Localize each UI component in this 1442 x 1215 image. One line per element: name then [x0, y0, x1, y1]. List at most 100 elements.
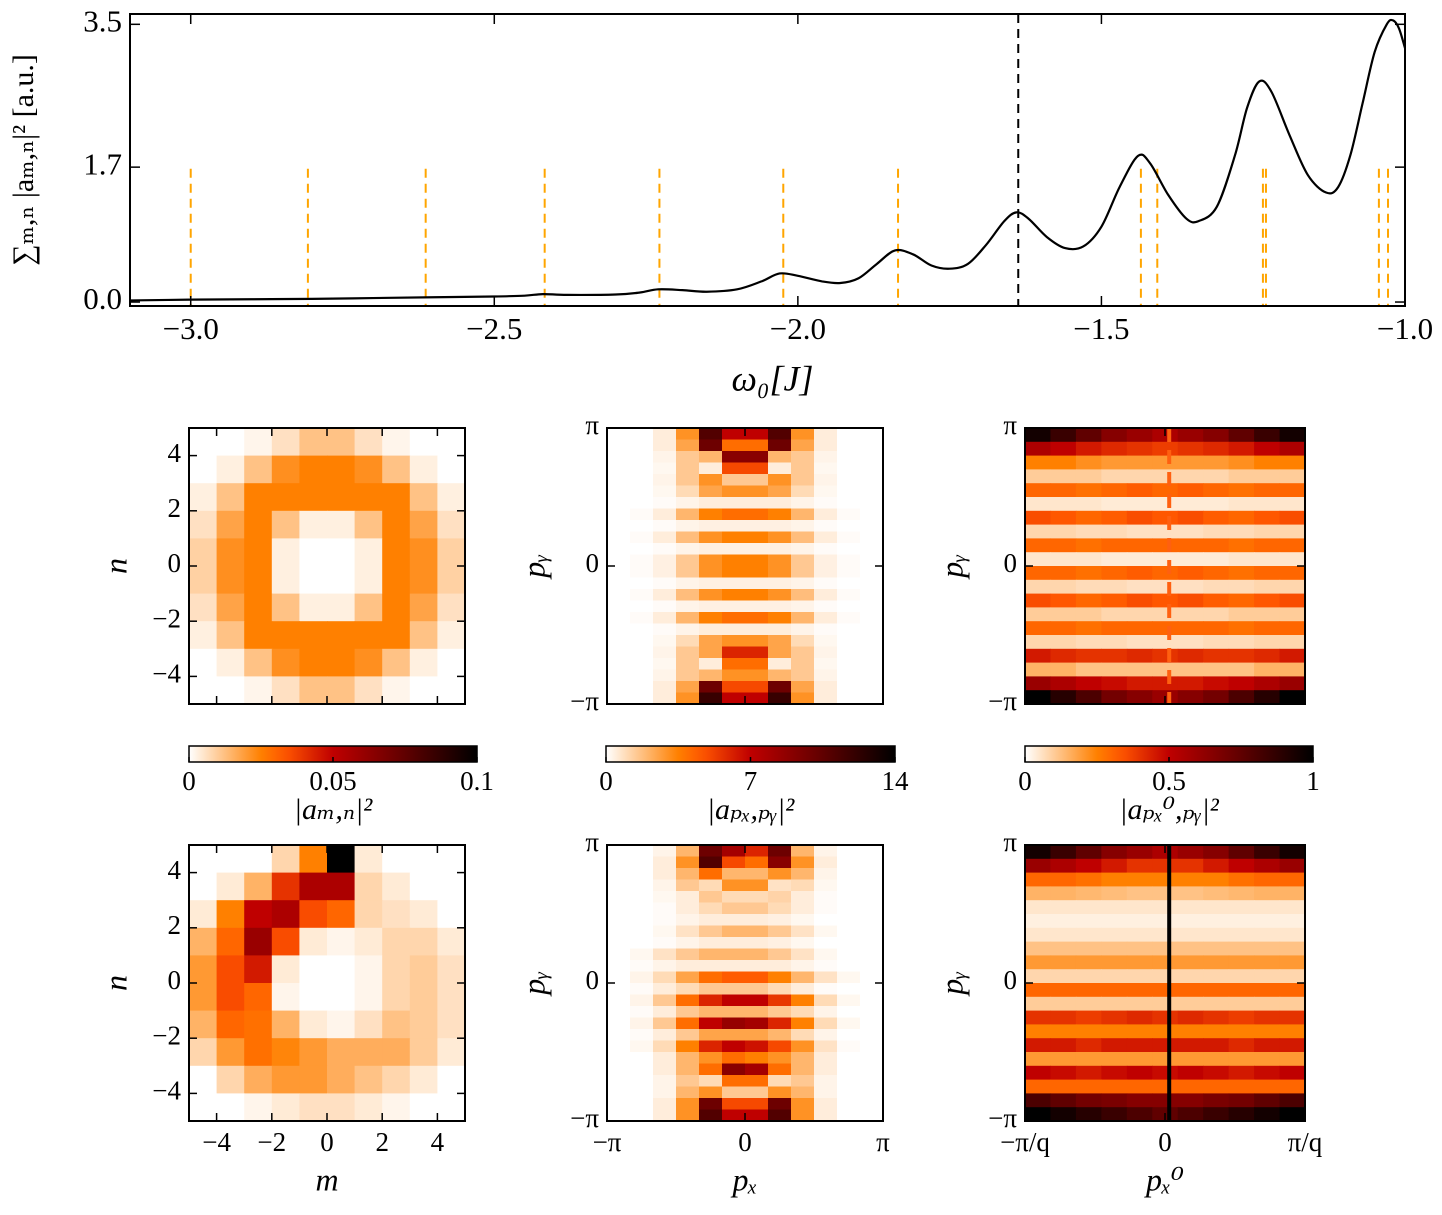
heatmap-cell [837, 485, 861, 498]
heatmap-cell [299, 845, 328, 874]
heatmap-cell [1279, 455, 1306, 470]
heatmap-cell [676, 891, 700, 904]
heatmap-cell [1075, 983, 1102, 998]
heatmap-cell [722, 566, 746, 579]
heatmap-cell [382, 1038, 411, 1067]
heatmap-cell [1254, 497, 1281, 512]
heatmap-cell [1075, 969, 1102, 984]
heatmap-cell [607, 994, 631, 1007]
heatmap-cell [837, 681, 861, 694]
heatmap-cell [1254, 676, 1281, 691]
heatmap-cell [722, 856, 746, 869]
heatmap-cell [814, 462, 838, 475]
heatmap-cell [837, 1040, 861, 1053]
heatmap-cell [791, 554, 815, 567]
heatmap-cell [354, 872, 383, 901]
heatmap-cell [1050, 1093, 1077, 1108]
heatmap-cell [1075, 1010, 1102, 1025]
heatmap-cell [860, 1017, 884, 1030]
x-tick-label: π/q [1288, 1127, 1323, 1157]
heatmap-cell [814, 577, 838, 590]
heatmap-cell [189, 455, 218, 484]
colorbar-tick-label: 0.5 [1152, 766, 1186, 796]
heatmap-cell [860, 520, 884, 533]
heatmap-cell [630, 531, 654, 544]
heatmap-cell [1254, 579, 1281, 595]
heatmap-cell [722, 983, 746, 996]
heatmap-cell [189, 845, 218, 874]
heatmap-cell [354, 955, 383, 984]
heatmap-cell [354, 1010, 383, 1039]
heatmap-cell [1228, 1024, 1255, 1039]
heatmap-cell [768, 937, 792, 950]
heatmap-cell [1025, 676, 1052, 691]
heatmap-cell [676, 462, 700, 475]
heatmap-cell [216, 900, 245, 929]
heatmap-cell [1254, 469, 1281, 484]
heatmap-cell [630, 925, 654, 938]
heatmap-cell [791, 531, 815, 544]
heatmap-cell [1177, 927, 1204, 943]
heatmap-cell [1279, 662, 1306, 677]
heatmap-cell [1050, 1052, 1077, 1067]
heatmap-cell [1228, 483, 1255, 498]
heatmap-cell [653, 428, 677, 441]
heatmap-cell [244, 455, 273, 484]
heatmap-cell [837, 1086, 861, 1099]
heatmap-cell [1025, 941, 1052, 956]
colorbar-tick-label: 7 [744, 766, 758, 796]
heatmap-cell [1075, 662, 1102, 677]
heatmap-cell [791, 1040, 815, 1053]
heatmap-cell [1177, 941, 1204, 956]
heatmap-cell [653, 543, 677, 556]
heatmap-cell [814, 658, 838, 671]
heatmap-cell [860, 1086, 884, 1099]
y-tick-label: 1.7 [83, 146, 122, 181]
heatmap-cell [653, 554, 677, 567]
heatmap-cell [354, 1093, 383, 1122]
heatmap-cell [1279, 941, 1306, 956]
heatmap-cell [1101, 538, 1128, 553]
heatmap-cell [745, 983, 769, 996]
heatmap-cell [630, 1098, 654, 1111]
heatmap-cell [1279, 593, 1306, 608]
heatmap-cell [768, 462, 792, 475]
heatmap-cell [653, 658, 677, 671]
heatmap-cell [860, 485, 884, 498]
heatmap-cell [216, 845, 245, 874]
heatmap-cell [676, 612, 700, 625]
heatmap-cell [354, 676, 383, 705]
heatmap-cell [745, 600, 769, 613]
heatmap-cell [722, 669, 746, 682]
heatmap-cell [216, 676, 245, 705]
heatmap-cell [271, 538, 300, 567]
heatmap-cell [1126, 662, 1153, 677]
heatmap-cell [630, 1040, 654, 1053]
heatmap-cell [791, 1017, 815, 1030]
heatmap-cell [216, 1065, 245, 1094]
heatmap-cell [409, 983, 438, 1012]
heatmap-cell [1254, 593, 1281, 608]
heatmap-cell [1254, 1052, 1281, 1067]
heatmap-cell [1050, 441, 1077, 457]
heatmap-cell [327, 900, 356, 929]
heatmap-cell [607, 1086, 631, 1099]
heatmap-cell [676, 646, 700, 659]
heatmap-cell [1101, 1079, 1128, 1094]
heatmap-cell [791, 658, 815, 671]
heatmap-cell [1075, 1093, 1102, 1108]
y-tick-label: 2 [168, 493, 182, 523]
colorbar-tick-label: 1 [1306, 766, 1320, 796]
heatmap-cell [1228, 983, 1255, 998]
colorbar-tick-label: 0 [1018, 766, 1032, 796]
heatmap-cell [1025, 1093, 1052, 1108]
heatmap-cell [676, 1063, 700, 1076]
heatmap-cell [244, 900, 273, 929]
heatmap-cell [1228, 441, 1255, 457]
heatmap-cell [354, 566, 383, 595]
heatmap-cell [791, 960, 815, 973]
heatmap-cell [745, 646, 769, 659]
heatmap-cell [1126, 621, 1153, 636]
heatmap-cell [837, 856, 861, 869]
heatmap-cell [1228, 872, 1255, 887]
